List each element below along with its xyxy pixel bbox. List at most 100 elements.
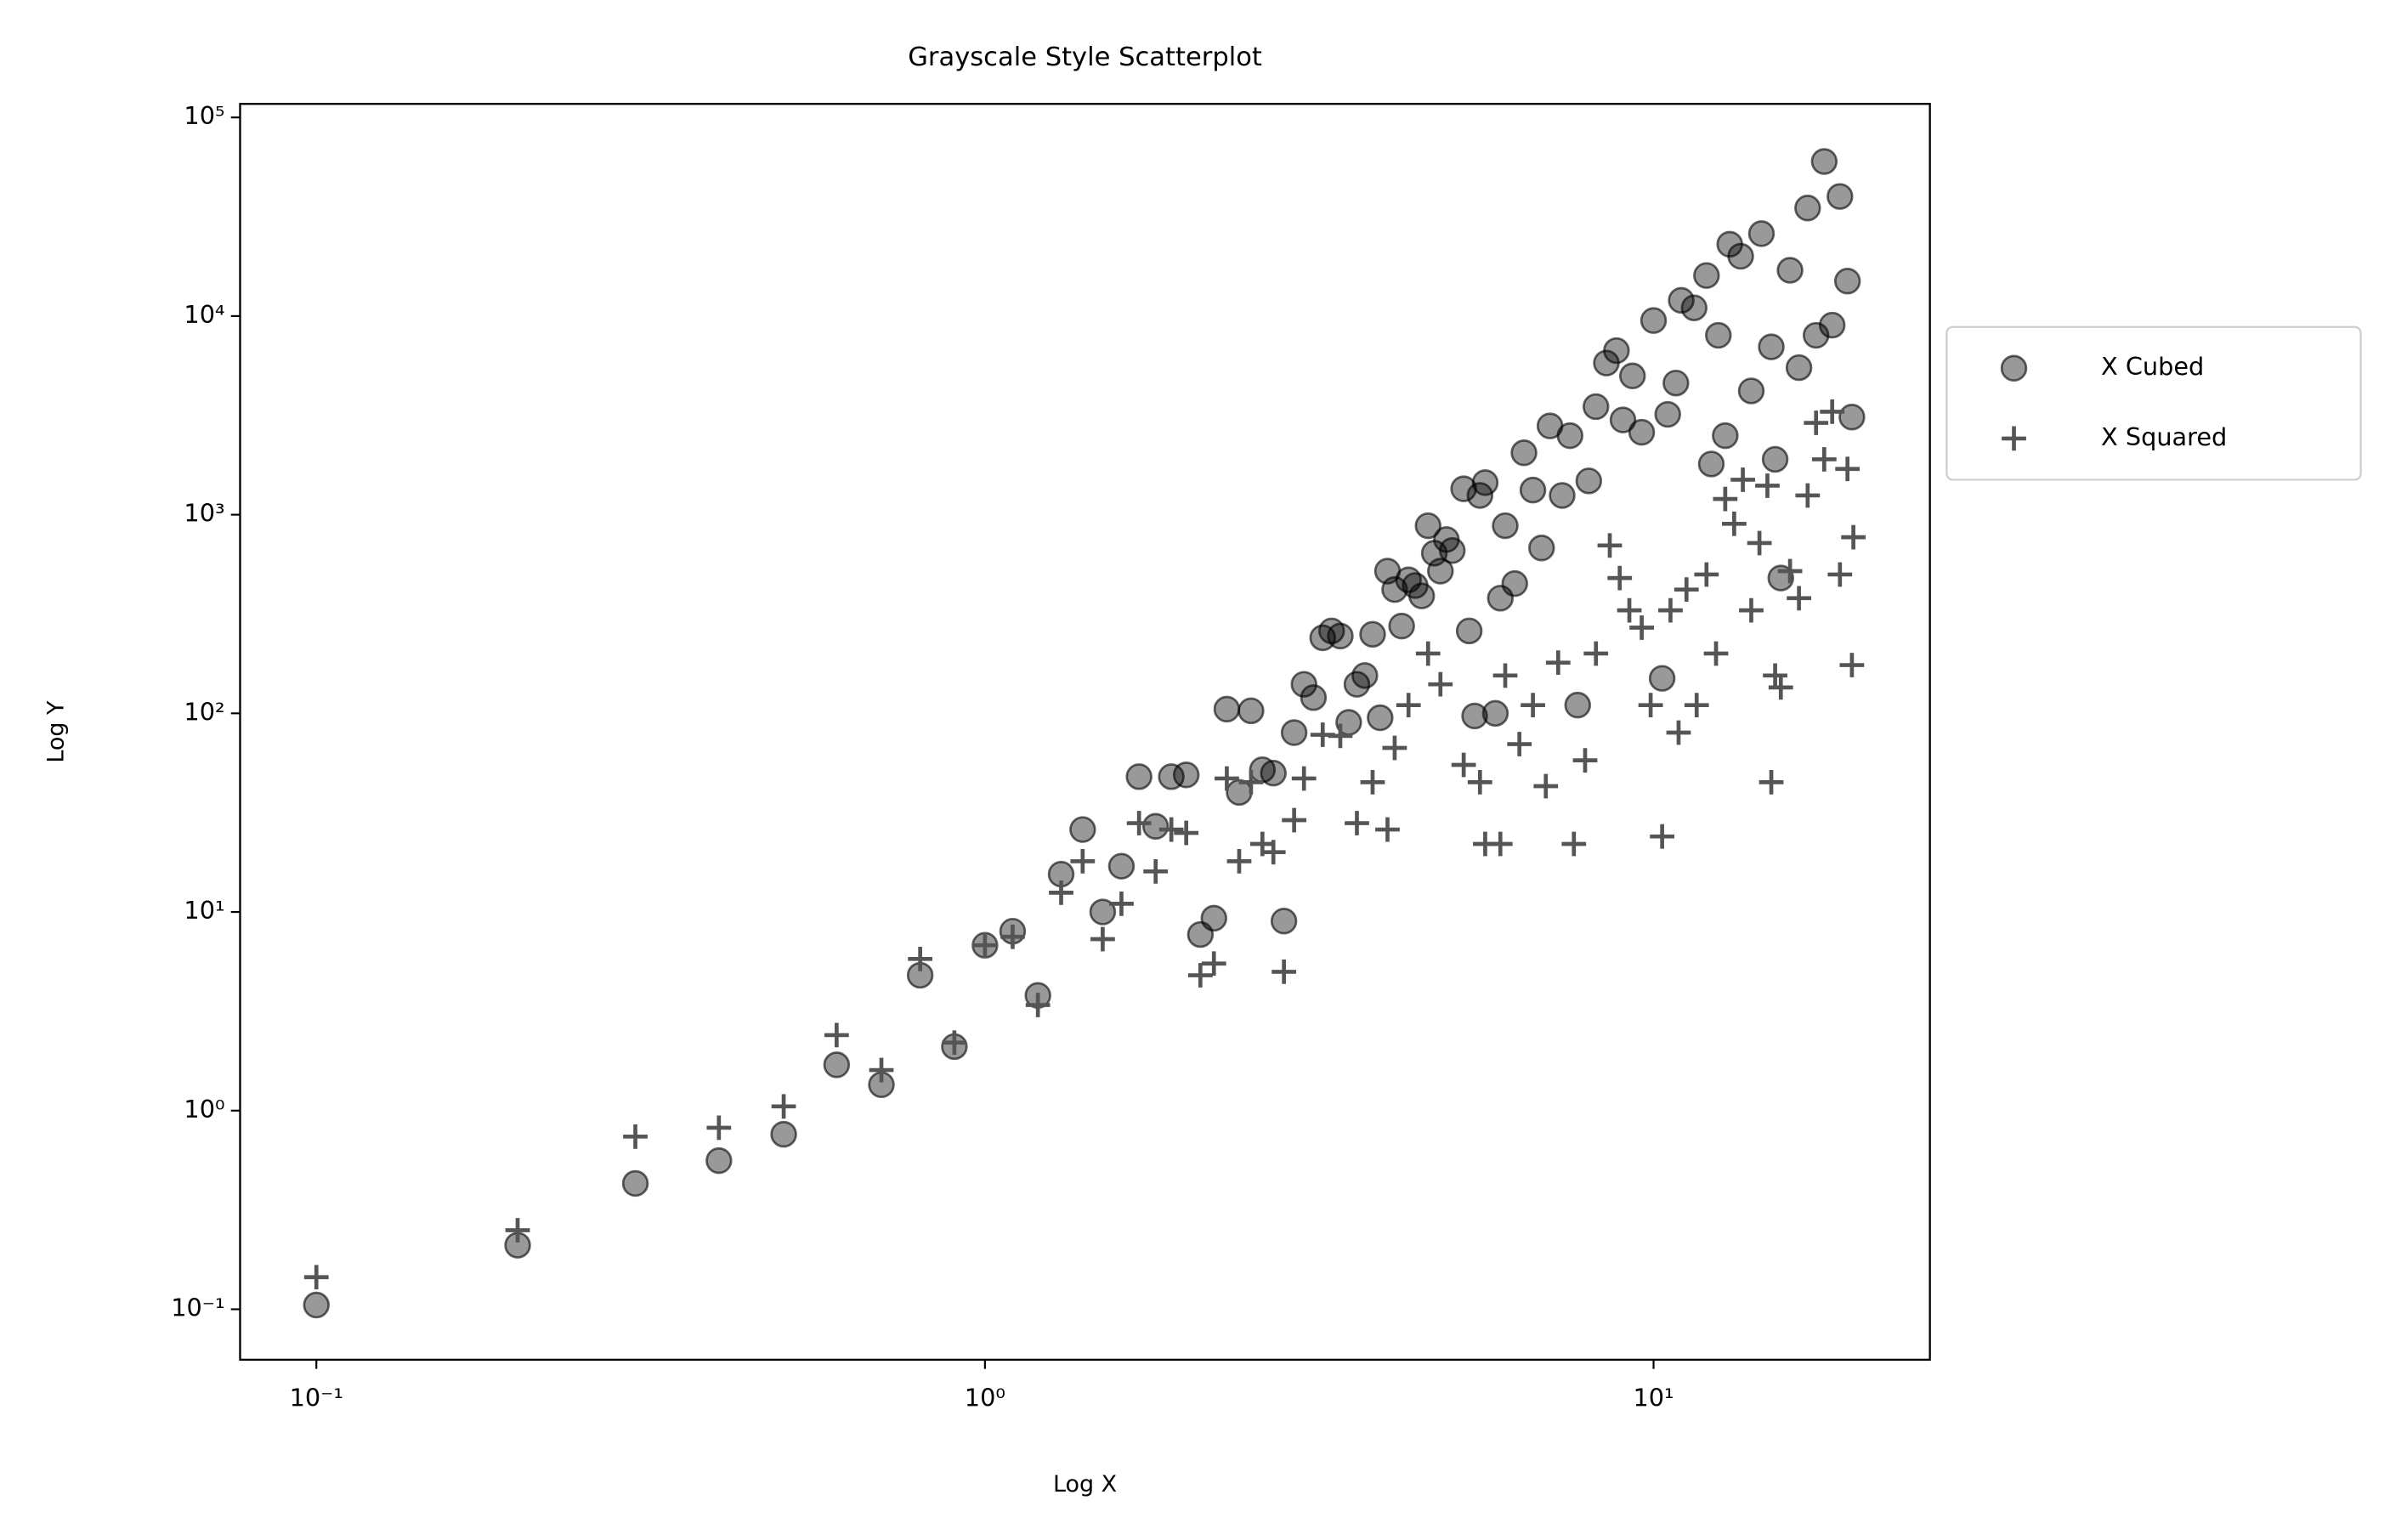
point bbox=[1351, 662, 1379, 689]
point bbox=[1049, 880, 1073, 905]
point bbox=[1271, 960, 1297, 984]
point bbox=[824, 1022, 849, 1048]
point bbox=[1172, 762, 1200, 789]
point bbox=[1802, 321, 1830, 349]
point bbox=[908, 946, 933, 971]
point bbox=[1201, 951, 1226, 977]
point bbox=[1069, 816, 1096, 843]
point bbox=[1564, 691, 1591, 719]
point bbox=[1640, 307, 1668, 334]
point bbox=[771, 1094, 796, 1119]
y-tick-label: 10⁻¹ bbox=[171, 1293, 224, 1322]
point bbox=[1213, 695, 1241, 723]
point bbox=[1776, 257, 1804, 284]
point bbox=[1804, 410, 1829, 435]
point bbox=[1545, 650, 1571, 676]
point bbox=[1025, 993, 1051, 1017]
point bbox=[1382, 735, 1407, 761]
point bbox=[303, 1291, 330, 1319]
point bbox=[1654, 400, 1681, 428]
point bbox=[1730, 467, 1755, 492]
y-tick-label: 10¹ bbox=[184, 896, 224, 925]
x-tick-label: 10⁰ bbox=[965, 1384, 1005, 1413]
point bbox=[1109, 891, 1134, 916]
point bbox=[1777, 558, 1803, 584]
point bbox=[1795, 483, 1821, 508]
point bbox=[1415, 641, 1441, 666]
point bbox=[1428, 671, 1453, 697]
point bbox=[1662, 369, 1690, 397]
point bbox=[1668, 286, 1695, 314]
point bbox=[1089, 898, 1117, 926]
point bbox=[1561, 831, 1587, 857]
x-tick-label: 10¹ bbox=[1633, 1384, 1674, 1413]
point bbox=[1375, 817, 1400, 842]
point bbox=[1396, 693, 1421, 718]
point bbox=[1721, 511, 1747, 536]
point bbox=[1270, 908, 1298, 935]
point bbox=[1820, 399, 1845, 424]
point bbox=[1438, 537, 1466, 564]
point bbox=[1126, 811, 1152, 835]
point bbox=[1761, 445, 1789, 473]
point bbox=[1360, 769, 1385, 795]
point bbox=[1070, 849, 1096, 874]
point bbox=[1697, 450, 1725, 478]
y-axis-label: Log Y bbox=[42, 700, 69, 763]
point bbox=[942, 1030, 967, 1056]
point bbox=[1758, 333, 1785, 360]
point bbox=[1575, 467, 1603, 495]
point bbox=[1533, 773, 1559, 799]
point bbox=[1684, 693, 1709, 718]
point bbox=[1755, 473, 1780, 498]
y-tick-label: 10² bbox=[184, 697, 224, 726]
point bbox=[1408, 582, 1436, 609]
point bbox=[1455, 617, 1483, 645]
legend-marker bbox=[2000, 354, 2028, 382]
y-tick-label: 10³ bbox=[184, 499, 224, 528]
point bbox=[1703, 641, 1729, 666]
point bbox=[1629, 615, 1654, 640]
point bbox=[1666, 720, 1691, 745]
point bbox=[1359, 620, 1386, 648]
point bbox=[1280, 719, 1308, 746]
point bbox=[706, 1115, 732, 1141]
point bbox=[1549, 482, 1576, 509]
point bbox=[1658, 597, 1683, 623]
chart-title: Grayscale Style Scatterplot bbox=[908, 42, 1262, 72]
point bbox=[1158, 817, 1184, 842]
point bbox=[621, 1169, 649, 1197]
point bbox=[1811, 447, 1837, 472]
point bbox=[1617, 597, 1642, 623]
legend-label: X Cubed bbox=[2101, 352, 2204, 381]
point bbox=[1737, 377, 1765, 405]
point bbox=[1628, 418, 1656, 446]
point bbox=[1572, 748, 1598, 773]
point bbox=[1501, 569, 1528, 597]
point bbox=[823, 1051, 851, 1079]
point bbox=[1838, 404, 1866, 431]
point bbox=[1510, 439, 1538, 467]
y-tick-label: 10⁰ bbox=[184, 1095, 224, 1124]
y-tick-label: 10⁵ bbox=[184, 101, 224, 130]
point bbox=[1787, 586, 1811, 611]
point bbox=[1237, 697, 1265, 725]
point bbox=[1603, 337, 1630, 365]
point bbox=[1492, 663, 1518, 688]
point bbox=[1125, 763, 1153, 790]
point bbox=[1705, 321, 1732, 349]
point bbox=[1619, 362, 1646, 389]
point bbox=[1609, 406, 1637, 433]
point bbox=[1492, 512, 1519, 540]
point bbox=[1367, 704, 1394, 732]
point bbox=[1648, 665, 1676, 692]
point bbox=[869, 1057, 894, 1083]
point bbox=[1260, 759, 1287, 787]
point bbox=[1238, 769, 1264, 795]
point bbox=[1841, 524, 1866, 550]
point bbox=[1794, 195, 1821, 222]
legend-label: X Squared bbox=[2101, 422, 2227, 451]
point bbox=[303, 1265, 329, 1290]
point bbox=[1461, 702, 1488, 730]
point bbox=[1694, 562, 1719, 587]
